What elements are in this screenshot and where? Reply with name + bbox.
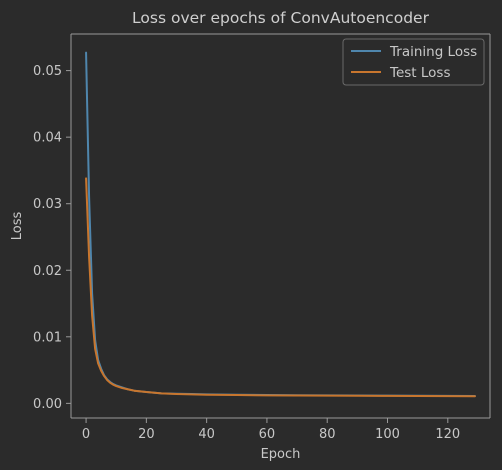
axes bbox=[70, 33, 491, 419]
y-tick-label: 0.04 bbox=[33, 131, 62, 146]
x-tick-label: 40 bbox=[198, 427, 215, 442]
plot-area bbox=[71, 34, 490, 418]
x-tick-label: 20 bbox=[138, 427, 155, 442]
x-tick-label: 0 bbox=[82, 427, 90, 442]
y-tick-label: 0.01 bbox=[33, 330, 62, 345]
legend-label-test-loss: Test Loss bbox=[389, 65, 451, 81]
x-tick-label: 80 bbox=[319, 427, 336, 442]
y-axis-ticks: 0.00 0.01 0.02 0.03 0.04 0.05 bbox=[33, 64, 71, 412]
y-tick-label: 0.05 bbox=[33, 64, 62, 79]
y-tick-label: 0.02 bbox=[33, 264, 62, 279]
legend: Training Loss Test Loss bbox=[342, 38, 485, 86]
x-axis-ticks: 0 20 40 60 80 100 120 bbox=[82, 418, 460, 442]
y-tick-label: 0.03 bbox=[33, 197, 62, 212]
y-tick-label: 0.00 bbox=[33, 397, 62, 412]
x-tick-label: 60 bbox=[259, 427, 276, 442]
legend-label-training-loss: Training Loss bbox=[389, 44, 477, 60]
series-lines bbox=[85, 51, 476, 398]
x-tick-label: 100 bbox=[375, 427, 400, 442]
series-line-test-loss bbox=[85, 177, 476, 398]
x-axis-label: Epoch bbox=[261, 447, 301, 462]
y-axis-label: Loss bbox=[10, 212, 25, 241]
x-tick-label: 120 bbox=[435, 427, 460, 442]
chart-title: Loss over epochs of ConvAutoencoder bbox=[132, 9, 430, 27]
